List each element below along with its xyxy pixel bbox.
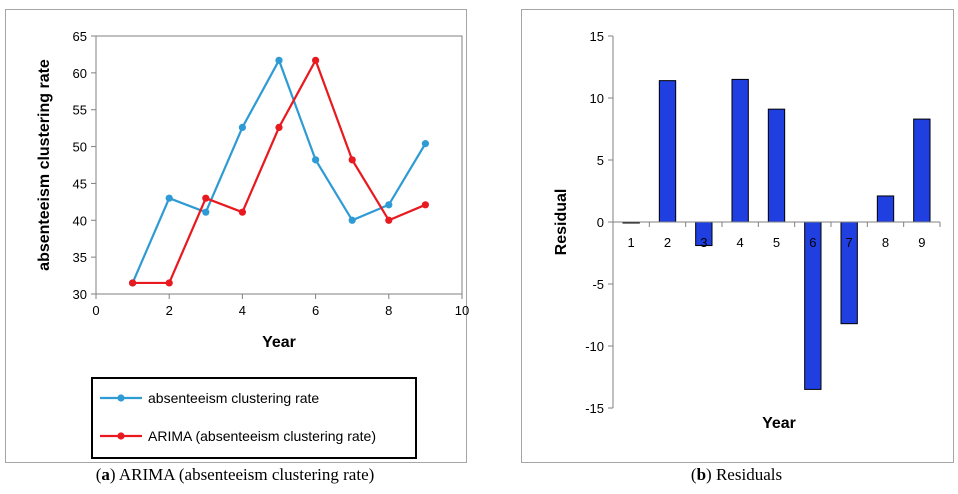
caption-a-close: ) bbox=[109, 465, 116, 484]
series-1-point bbox=[275, 56, 283, 64]
series-1-point bbox=[385, 201, 393, 209]
x-tick-label: 9 bbox=[918, 235, 925, 250]
residual-bar bbox=[658, 80, 677, 223]
residual-bar bbox=[913, 118, 931, 223]
residual-bar bbox=[731, 78, 749, 223]
y-tick-label: 65 bbox=[73, 29, 87, 44]
series-2-point bbox=[238, 208, 246, 216]
caption-a-open: ( bbox=[95, 465, 102, 484]
y-tick-label: 30 bbox=[73, 287, 87, 302]
x-tick-label: 0 bbox=[92, 303, 99, 318]
residual-bar bbox=[767, 108, 786, 223]
line-chart: 30 35 40 45 50 55 60 65 0 2 4 6 8 10 Year absenteeism c… bbox=[36, 29, 469, 459]
x-tick-label: 7 bbox=[846, 235, 853, 250]
x-tick-label: 8 bbox=[385, 303, 392, 318]
y-axis-label: Residual bbox=[553, 189, 570, 256]
legend-box bbox=[91, 377, 417, 459]
series-line-2 bbox=[132, 57, 426, 285]
series-1-point bbox=[421, 140, 429, 148]
series-2-point bbox=[275, 123, 283, 132]
x-tick-label: 4 bbox=[737, 235, 744, 250]
series-2-point bbox=[202, 194, 210, 202]
x-tick-label: 4 bbox=[239, 303, 246, 318]
y-tick-label: 10 bbox=[590, 91, 604, 106]
series-1-point bbox=[165, 194, 173, 202]
y-tick-label: 45 bbox=[73, 176, 87, 191]
residual-bar-chart-panel: -15 -10 -5 0 5 10 15 1 2 3 4 5 6 7 8 9 Year Residual bbox=[521, 9, 954, 463]
y-tick-label: 5 bbox=[597, 153, 604, 168]
caption-b-letter: b bbox=[696, 465, 707, 484]
y-tick-label: 55 bbox=[73, 103, 87, 118]
legend-label-2: ARIMA (absenteeism clustering rate) bbox=[148, 428, 376, 444]
line-chart-panel: 30 35 40 45 50 55 60 65 0 2 4 6 8 10 Year absenteeism c… bbox=[5, 9, 469, 463]
x-tick-label: 3 bbox=[700, 235, 707, 250]
caption-b: (b) Residuals bbox=[521, 465, 952, 485]
x-tick-label: 10 bbox=[455, 303, 469, 318]
x-axis-label: Year bbox=[262, 334, 296, 351]
y-tick-label: 40 bbox=[73, 213, 87, 228]
caption-b-open: ( bbox=[690, 465, 697, 484]
series-1-point bbox=[238, 123, 246, 132]
series-2-point bbox=[421, 201, 429, 209]
y-tick-label: 50 bbox=[73, 140, 87, 155]
y-axis-label: absenteeism clustering rate bbox=[36, 59, 53, 271]
residual-bar-chart: -15 -10 -5 0 5 10 15 1 2 3 4 5 6 7 8 9 Year Residual bbox=[553, 29, 941, 432]
series-2-point bbox=[348, 156, 356, 164]
y-tick-label: 60 bbox=[73, 66, 87, 81]
x-tick-label: 2 bbox=[166, 303, 173, 318]
series-1-point bbox=[202, 208, 210, 216]
x-tick-label: 2 bbox=[664, 235, 671, 250]
series-2-point bbox=[385, 216, 393, 224]
residual-bar bbox=[876, 195, 895, 223]
series-1-point bbox=[312, 156, 320, 164]
y-tick-label: -15 bbox=[585, 401, 604, 416]
x-tick-label: 8 bbox=[882, 235, 889, 250]
y-tick-label: 0 bbox=[597, 215, 604, 230]
legend-label-1: absenteeism clustering rate bbox=[148, 390, 319, 406]
x-tick-label: 1 bbox=[628, 235, 635, 250]
legend-marker-1 bbox=[117, 394, 125, 402]
plot-area bbox=[95, 35, 463, 295]
caption-a: (a) ARIMA (absenteeism clustering rate) bbox=[5, 465, 465, 485]
x-tick-label: 6 bbox=[809, 235, 816, 250]
y-tick-label: 35 bbox=[73, 250, 87, 265]
series-2-point bbox=[165, 279, 173, 287]
series-2-point bbox=[129, 279, 137, 287]
caption-a-letter: a bbox=[101, 465, 110, 484]
y-tick-label: -10 bbox=[585, 339, 604, 354]
y-tick-label: 15 bbox=[590, 29, 604, 44]
caption-b-close: ) bbox=[706, 465, 712, 484]
series-line-1 bbox=[131, 57, 427, 284]
series-2-point bbox=[312, 56, 320, 64]
x-axis-label: Year bbox=[762, 415, 796, 432]
y-tick-label: -5 bbox=[592, 277, 604, 292]
series-1-point bbox=[348, 216, 356, 224]
caption-b-text: Residuals bbox=[711, 465, 783, 484]
caption-a-text: ARIMA (absenteeism clustering rate) bbox=[115, 465, 375, 484]
x-tick-label: 6 bbox=[312, 303, 319, 318]
x-tick-label: 5 bbox=[773, 235, 780, 250]
legend-marker-2 bbox=[117, 432, 125, 440]
